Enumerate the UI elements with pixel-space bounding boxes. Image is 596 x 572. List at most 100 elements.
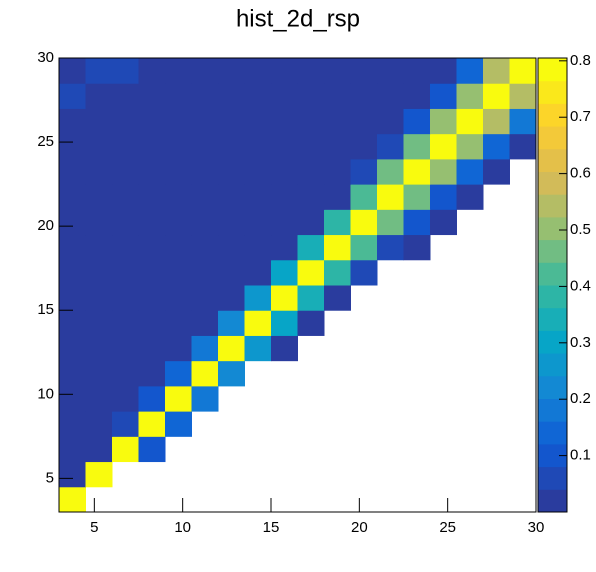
- x-tick-label: 25: [439, 519, 456, 536]
- heatmap-cell: [191, 209, 219, 236]
- heatmap-cell: [112, 83, 139, 109]
- heatmap-cell: [430, 108, 457, 135]
- heatmap-cell: [85, 335, 113, 362]
- colorbar-band: [538, 443, 567, 468]
- heatmap-cell: [112, 436, 139, 463]
- colorbar-band: [538, 489, 567, 513]
- colorbar-band: [538, 330, 567, 354]
- colorbar-tick-label: 0.3: [570, 334, 591, 351]
- y-tick-label: 30: [37, 49, 54, 66]
- colorbar-tick-label: 0.4: [570, 277, 591, 294]
- heatmap-cell: [191, 335, 219, 362]
- heatmap-cell: [297, 310, 325, 336]
- heatmap-cell: [138, 360, 166, 387]
- heatmap-cell: [430, 184, 457, 210]
- heatmap-cell: [297, 158, 325, 185]
- colorbar-band: [538, 466, 567, 490]
- plot-frame: [58, 57, 537, 513]
- heatmap-cell: [59, 259, 86, 286]
- y-tick-label: 15: [37, 301, 54, 318]
- heatmap-cell: [165, 158, 192, 185]
- y-tick-label: 20: [37, 217, 54, 234]
- heatmap-cell: [165, 58, 192, 84]
- heatmap-cell: [324, 285, 351, 311]
- heatmap-cell: [483, 108, 510, 135]
- heatmap-cell: [85, 436, 113, 463]
- colorbar-band: [538, 103, 567, 127]
- heatmap-cell: [430, 133, 457, 160]
- heatmap-cell: [112, 411, 139, 437]
- heatmap-cell: [244, 310, 272, 336]
- heatmap-cell: [456, 133, 484, 160]
- heatmap-cell: [138, 133, 166, 160]
- heatmap-cell: [191, 360, 219, 387]
- heatmap-cell: [218, 234, 245, 261]
- heatmap-cell: [138, 259, 166, 286]
- colorbar-band: [538, 80, 567, 104]
- heatmap-cell: [350, 133, 378, 160]
- heatmap-cell: [350, 58, 378, 84]
- colorbar-band: [538, 398, 567, 422]
- heatmap-cell: [403, 184, 431, 210]
- heatmap-cell: [297, 184, 325, 210]
- heatmap-cell: [85, 385, 113, 412]
- colorbar-band: [538, 216, 567, 241]
- heatmap-cell: [244, 335, 272, 362]
- heatmap-cell: [165, 108, 192, 135]
- colorbar-band: [538, 421, 567, 445]
- heatmap-cell: [85, 259, 113, 286]
- heatmap-cell: [218, 209, 245, 236]
- heatmap-cell: [218, 158, 245, 185]
- heatmap-cell: [297, 285, 325, 311]
- heatmap-cell: [350, 108, 378, 135]
- heatmap-cell: [403, 58, 431, 84]
- colorbar-tick-label: 0.7: [570, 108, 591, 125]
- y-tick-label: 25: [37, 133, 54, 150]
- heatmap-cell: [138, 285, 166, 311]
- heatmap-cell: [271, 83, 298, 109]
- heatmap-cell: [483, 83, 510, 109]
- heatmap-cell: [218, 310, 245, 336]
- heatmap-cell: [138, 184, 166, 210]
- colorbar-band: [538, 148, 567, 172]
- heatmap-cell: [165, 184, 192, 210]
- heatmap-cell: [165, 133, 192, 160]
- heatmap-cell: [59, 209, 86, 236]
- heatmap-cell: [165, 310, 192, 336]
- heatmap-cell: [297, 133, 325, 160]
- heatmap-cell: [377, 158, 404, 185]
- heatmap-cell: [218, 259, 245, 286]
- heatmap-cell: [244, 259, 272, 286]
- heatmap-cell: [85, 285, 113, 311]
- heatmap-cell: [191, 158, 219, 185]
- heatmap-cell: [59, 310, 86, 336]
- heatmap-cell: [430, 83, 457, 109]
- heatmap-cell: [483, 58, 510, 84]
- heatmap-cell: [85, 234, 113, 261]
- heatmap-cell: [271, 58, 298, 84]
- colorbar-band: [538, 239, 567, 263]
- heatmap-cell: [165, 83, 192, 109]
- heatmap-cell: [509, 58, 537, 84]
- heatmap-cell: [297, 209, 325, 236]
- heatmap-cell: [456, 158, 484, 185]
- heatmap-cell: [403, 158, 431, 185]
- heatmap-cell: [271, 184, 298, 210]
- colorbar-band: [538, 58, 567, 82]
- colorbar-tick-label: 0.5: [570, 221, 591, 238]
- heatmap-cell: [165, 335, 192, 362]
- heatmap-cell: [138, 209, 166, 236]
- heatmap-cell: [483, 133, 510, 160]
- heatmap-cell: [138, 411, 166, 437]
- heatmap-cell: [324, 209, 351, 236]
- heatmap-cell: [509, 133, 537, 160]
- heatmap-cell: [59, 335, 86, 362]
- heatmap-cell: [377, 58, 404, 84]
- heatmap-cell: [85, 209, 113, 236]
- x-tick-label: 30: [528, 519, 545, 536]
- heatmap-cell: [85, 360, 113, 387]
- heatmap-cell: [297, 259, 325, 286]
- heatmap-cell: [350, 234, 378, 261]
- y-tick-label: 5: [46, 469, 54, 486]
